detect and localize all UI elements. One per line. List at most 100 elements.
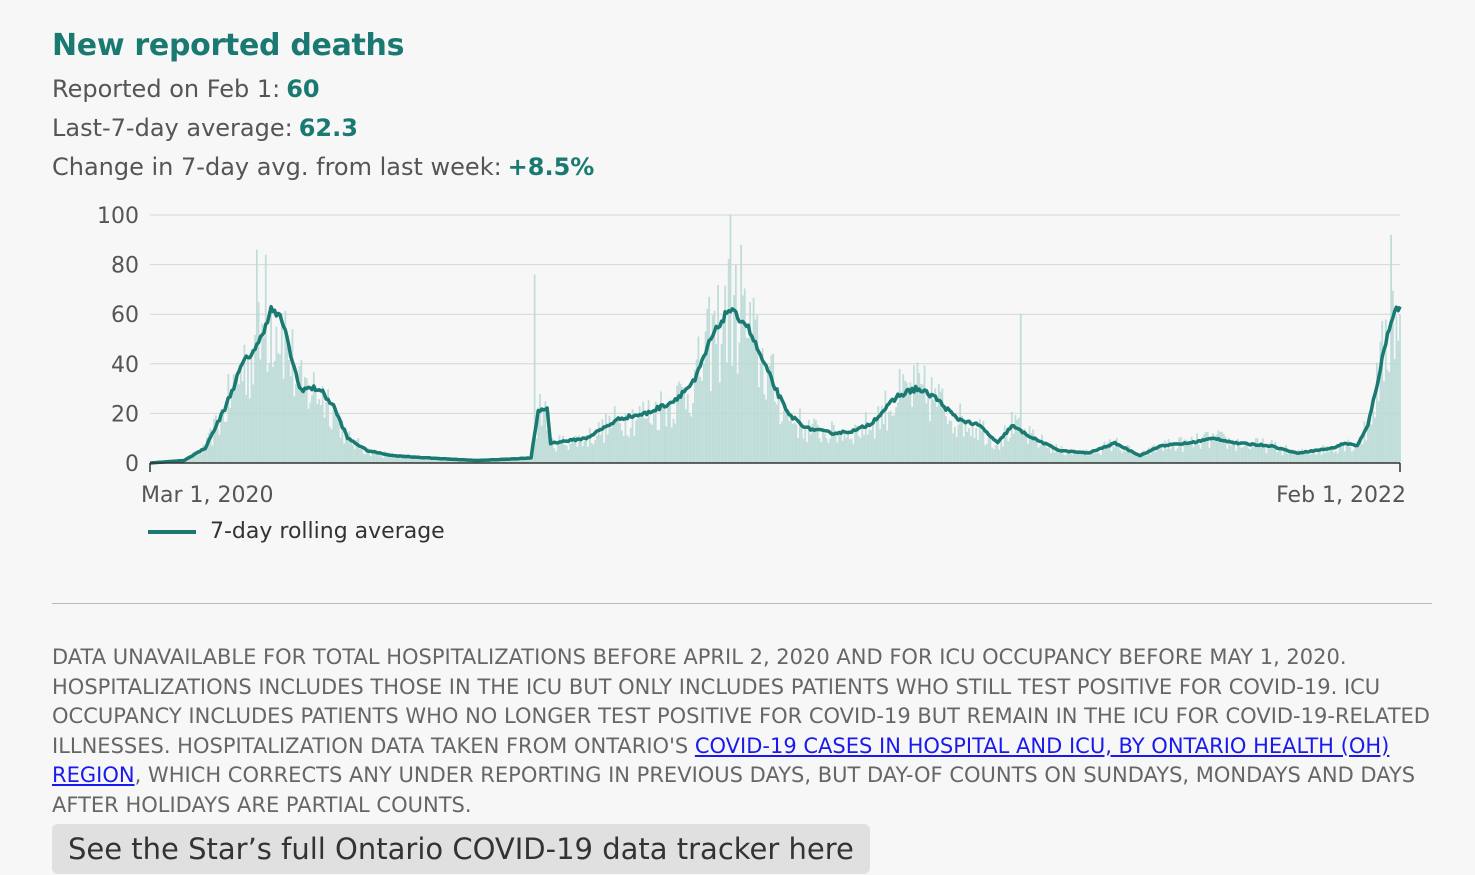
daily-bar — [1336, 453, 1339, 463]
daily-bar — [1260, 443, 1263, 463]
daily-bar — [677, 381, 680, 463]
daily-bar — [758, 387, 760, 463]
daily-bar — [243, 344, 246, 463]
daily-bar — [911, 406, 913, 463]
daily-bar — [565, 445, 568, 463]
daily-bar — [1228, 437, 1230, 463]
daily-bar — [1294, 453, 1296, 463]
daily-bar — [1221, 431, 1223, 463]
daily-bar — [255, 249, 258, 463]
daily-bar — [895, 407, 897, 463]
daily-bar — [417, 456, 420, 463]
daily-bar — [357, 438, 360, 463]
daily-bar — [734, 265, 737, 463]
daily-bar — [884, 390, 887, 463]
daily-bar — [904, 380, 906, 463]
daily-bar — [620, 430, 623, 463]
daily-bar — [978, 418, 981, 463]
data-tracker-button[interactable]: See the Star’s full Ontario COVID-19 dat… — [52, 824, 870, 874]
daily-bar — [239, 362, 242, 463]
daily-bar — [261, 323, 264, 463]
daily-bar — [264, 254, 267, 463]
daily-bar — [373, 449, 376, 463]
daily-bar — [920, 383, 922, 463]
daily-bar — [1107, 442, 1109, 463]
daily-bar — [464, 460, 467, 463]
daily-bar — [1130, 450, 1133, 463]
daily-bar — [893, 415, 896, 463]
daily-bar — [341, 420, 344, 463]
daily-bar — [752, 297, 755, 463]
daily-bar — [1377, 400, 1380, 463]
daily-bar — [864, 412, 867, 463]
daily-bar — [298, 366, 301, 463]
daily-bar — [405, 455, 408, 463]
daily-bar — [446, 460, 449, 463]
daily-bar — [1265, 453, 1268, 463]
daily-bar — [661, 406, 664, 463]
daily-bar — [204, 450, 207, 463]
daily-bar — [968, 428, 970, 463]
daily-bar — [555, 451, 557, 463]
daily-bar — [788, 421, 791, 463]
daily-bar — [1393, 359, 1396, 463]
daily-bar — [1059, 452, 1061, 463]
daily-bar — [1187, 441, 1189, 463]
daily-bar — [1383, 381, 1385, 463]
daily-bar — [1292, 449, 1295, 463]
daily-bar — [996, 445, 999, 463]
daily-bar — [1073, 449, 1076, 463]
daily-bar — [1123, 447, 1125, 463]
daily-bar — [847, 430, 849, 463]
hospital-data-link[interactable]: COVID-19 cases in hospital and ICU, by O… — [52, 733, 1390, 788]
daily-bar — [697, 336, 700, 463]
daily-bar — [398, 454, 401, 463]
daily-bar — [1308, 454, 1311, 463]
daily-bar — [1148, 447, 1150, 463]
daily-bar — [352, 445, 354, 463]
daily-bar — [690, 416, 693, 463]
daily-death-bars — [159, 215, 1401, 463]
daily-bar — [1342, 444, 1344, 463]
daily-bar — [1041, 434, 1043, 463]
daily-bar — [503, 460, 506, 463]
daily-bar — [921, 384, 924, 463]
daily-bar — [1322, 444, 1325, 463]
daily-bar — [836, 442, 839, 463]
daily-bar — [597, 422, 600, 463]
daily-bar — [1094, 452, 1097, 463]
chart-title: New reported deaths — [52, 28, 405, 63]
daily-bar — [642, 401, 645, 463]
daily-bar — [670, 427, 673, 463]
daily-bar — [1349, 447, 1352, 463]
daily-bar — [250, 349, 253, 463]
daily-bar — [772, 353, 775, 463]
daily-bar — [1133, 454, 1136, 463]
daily-bar — [214, 415, 217, 463]
daily-bar — [254, 334, 256, 463]
daily-bar — [800, 423, 803, 463]
daily-bar — [1263, 447, 1266, 463]
daily-bar — [1370, 424, 1373, 463]
y-tick-label: 20 — [111, 402, 139, 427]
daily-bar — [1302, 453, 1305, 463]
daily-bar — [1310, 453, 1312, 463]
daily-bar — [530, 459, 532, 463]
daily-bar — [989, 433, 992, 463]
daily-bar — [1219, 431, 1222, 463]
daily-bar — [1213, 438, 1216, 463]
daily-bar — [441, 460, 443, 463]
daily-bar — [1245, 441, 1248, 463]
daily-bar — [524, 459, 527, 463]
daily-bar — [754, 319, 757, 463]
daily-bar — [943, 410, 946, 463]
daily-bar — [1005, 431, 1008, 463]
daily-bar — [1313, 450, 1316, 463]
daily-bar — [738, 342, 741, 463]
daily-bar — [1229, 445, 1232, 463]
daily-bar — [718, 382, 721, 463]
daily-bar — [1390, 234, 1392, 463]
daily-bar — [640, 417, 643, 463]
daily-bar — [1007, 441, 1010, 463]
daily-bar — [1164, 440, 1166, 463]
